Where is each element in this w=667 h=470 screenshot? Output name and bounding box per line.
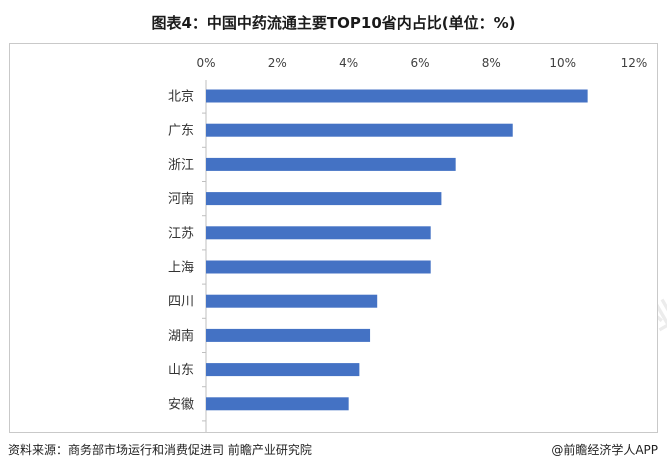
y-category-label: 浙江: [168, 158, 194, 173]
x-tick-label: 8%: [482, 56, 501, 70]
bar: [206, 328, 371, 342]
bar: [206, 123, 513, 137]
y-category-label: 四川: [168, 295, 194, 310]
y-category-label: 湖南: [168, 328, 194, 344]
bar: [206, 226, 431, 240]
credit-note: @前瞻经济学人APP: [551, 443, 658, 457]
y-category-label: 上海: [168, 261, 194, 276]
bar: [206, 89, 588, 103]
bar: [206, 294, 378, 308]
y-category-label: 河南: [168, 191, 194, 207]
bar: [206, 363, 360, 377]
y-category-label: 北京: [168, 90, 194, 105]
x-tick-label: 6%: [410, 56, 429, 70]
chart-title: 图表4：中国中药流通主要TOP10省内占比(单位：%): [151, 14, 516, 32]
bar: [206, 192, 442, 206]
x-tick-label: 4%: [339, 56, 358, 70]
bar: [206, 157, 456, 171]
y-category-label: 江苏: [168, 225, 194, 241]
plot-frame: 0% 2% 4% 6% 8% 10% 12% 北京广东浙江河南江苏上海四川湖南山东安徽: [9, 43, 658, 433]
source-note: 资料来源：商务部市场运行和消费促进司 前瞻产业研究院: [8, 443, 312, 457]
y-category-label: 安徽: [168, 397, 194, 412]
bar: [206, 260, 431, 274]
y-category-label: 山东: [168, 363, 194, 378]
y-category-label: 广东: [168, 124, 194, 139]
x-tick-label: 12%: [621, 56, 648, 70]
x-tick-label: 10%: [549, 56, 576, 70]
x-tick-label: 2%: [268, 56, 287, 70]
bar: [206, 397, 349, 411]
x-tick-label: 0%: [196, 56, 215, 70]
